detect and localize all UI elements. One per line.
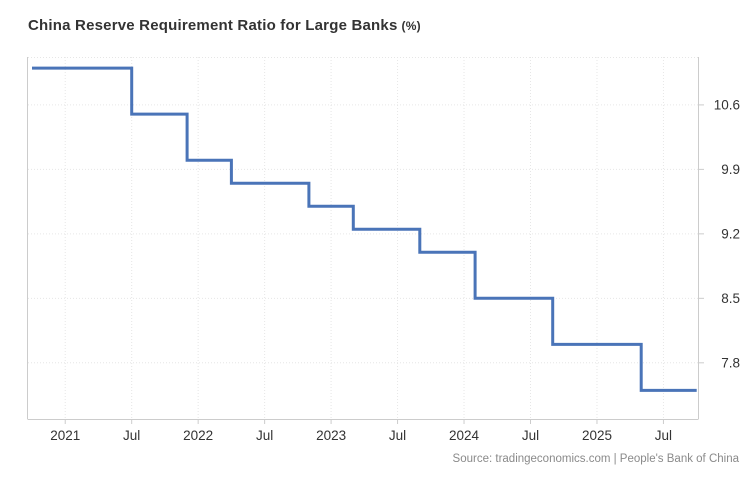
- chart-title-unit: (%): [401, 19, 421, 33]
- y-axis-label: 9.2: [721, 226, 740, 241]
- x-axis-label: 2024: [449, 428, 480, 443]
- x-axis-label: 2023: [316, 428, 346, 443]
- y-axis-label: 8.5: [721, 291, 740, 306]
- y-axis-label: 10.6: [714, 97, 740, 112]
- chart-plot-area[interactable]: 2021 Jul 2022 Jul 2023 Jul 2024 Jul 2025 Jul 10.6 9…: [0, 57, 752, 449]
- rrr-step-line[interactable]: [32, 66, 697, 392]
- source-text: Source: tradingeconomics.com | People's …: [452, 453, 739, 465]
- x-axis-label: Jul: [522, 428, 539, 443]
- chart-title-text: China Reserve Requirement Ratio for Larg…: [28, 17, 398, 34]
- x-axis-label: Jul: [123, 428, 140, 443]
- x-axis-label: 2021: [50, 428, 80, 443]
- x-axis-label: Jul: [256, 428, 273, 443]
- x-axis-label: Jul: [389, 428, 406, 443]
- x-axis-label: 2022: [183, 428, 213, 443]
- chart-title: China Reserve Requirement Ratio for Larg…: [28, 17, 421, 34]
- y-axis-label: 7.8: [721, 355, 740, 370]
- x-axis-label: 2025: [582, 428, 612, 443]
- y-axis-label: 9.9: [721, 162, 740, 177]
- chart-svg: 2021 Jul 2022 Jul 2023 Jul 2024 Jul 2025 Jul 10.6 9…: [27, 57, 740, 443]
- x-axis-label: Jul: [655, 428, 672, 443]
